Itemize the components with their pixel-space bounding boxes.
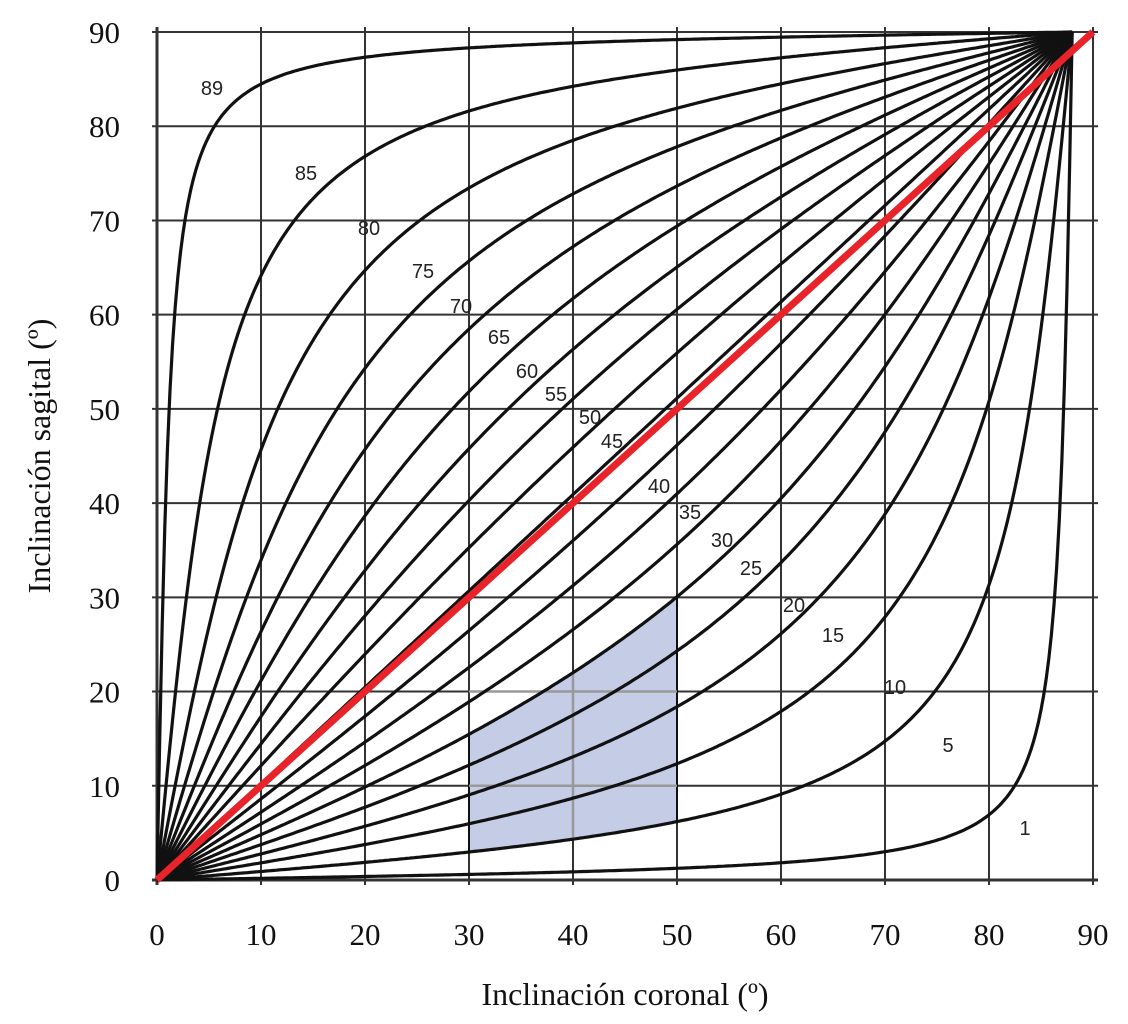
curve-50 — [155, 30, 1074, 882]
x-tick-label: 50 — [662, 917, 693, 952]
reference-line — [154, 29, 1096, 883]
curve-label-55: 55 — [545, 384, 567, 406]
x-tick-label: 70 — [870, 917, 901, 952]
x-tick-label: 80 — [974, 917, 1005, 952]
curve-15 — [156, 31, 1074, 882]
y-tick-label: 80 — [89, 109, 120, 144]
curve-25 — [156, 31, 1074, 882]
curve-label-89: 89 — [201, 78, 223, 100]
y-tick-label: 40 — [89, 486, 120, 521]
curve-label-60: 60 — [516, 361, 538, 383]
y-tick-label: 20 — [89, 675, 120, 710]
y-tick-labels: 0 10 20 30 40 50 60 70 80 90 — [89, 15, 120, 898]
curve-89 — [155, 30, 1073, 881]
curve-85 — [155, 30, 1073, 881]
x-tick-labels: 0 10 20 30 40 50 60 70 80 90 — [149, 917, 1108, 952]
x-tick-label: 40 — [558, 917, 589, 952]
curve-60 — [155, 30, 1073, 881]
curve-70 — [155, 30, 1073, 881]
curve-label-5: 5 — [942, 735, 953, 757]
x-tick-label: 0 — [149, 917, 165, 952]
curve-label-75: 75 — [412, 261, 434, 283]
curve-label-40: 40 — [648, 476, 670, 498]
curve-label-65: 65 — [488, 327, 510, 349]
curve-5 — [156, 31, 1074, 882]
x-tick-label: 10 — [246, 917, 277, 952]
curve-35 — [156, 31, 1074, 882]
y-tick-label: 70 — [89, 203, 120, 238]
x-tick-label: 60 — [766, 917, 797, 952]
curve-80 — [155, 30, 1073, 881]
curve-label-20: 20 — [783, 595, 805, 617]
curve-40 — [156, 30, 1074, 882]
curve-55 — [155, 30, 1074, 881]
y-tick-label: 0 — [105, 863, 121, 898]
curve-label-80: 80 — [358, 218, 380, 240]
curve-label-10: 10 — [884, 677, 906, 699]
x-tick-label: 90 — [1078, 917, 1109, 952]
curve-label-35: 35 — [679, 502, 701, 524]
x-axis-label: Inclinación coronal (º) — [481, 976, 768, 1012]
y-tick-label: 30 — [89, 580, 120, 615]
y-tick-label: 50 — [89, 392, 120, 427]
curve-label-85: 85 — [295, 163, 317, 185]
x-tick-label: 30 — [454, 917, 485, 952]
curve-65 — [155, 30, 1073, 881]
curve-label-50: 50 — [579, 407, 601, 429]
curve-label-30: 30 — [711, 530, 733, 552]
y-axis-label: Inclinación sagital (º) — [21, 319, 57, 594]
curve-label-45: 45 — [601, 431, 623, 453]
curves — [154, 29, 1096, 883]
curve-label-70: 70 — [450, 296, 472, 318]
curve-1 — [157, 31, 1074, 882]
y-tick-label: 10 — [89, 769, 120, 804]
y-tick-label: 90 — [89, 15, 120, 50]
curve-20 — [156, 31, 1074, 882]
curve-label-25: 25 — [740, 558, 762, 580]
curve-75 — [155, 30, 1073, 881]
x-tick-label: 20 — [350, 917, 381, 952]
curve-30 — [156, 31, 1074, 882]
y-tick-label: 60 — [89, 298, 120, 333]
curve-10 — [156, 31, 1074, 882]
curve-label-15: 15 — [822, 625, 844, 647]
curve-label-1: 1 — [1019, 818, 1030, 840]
